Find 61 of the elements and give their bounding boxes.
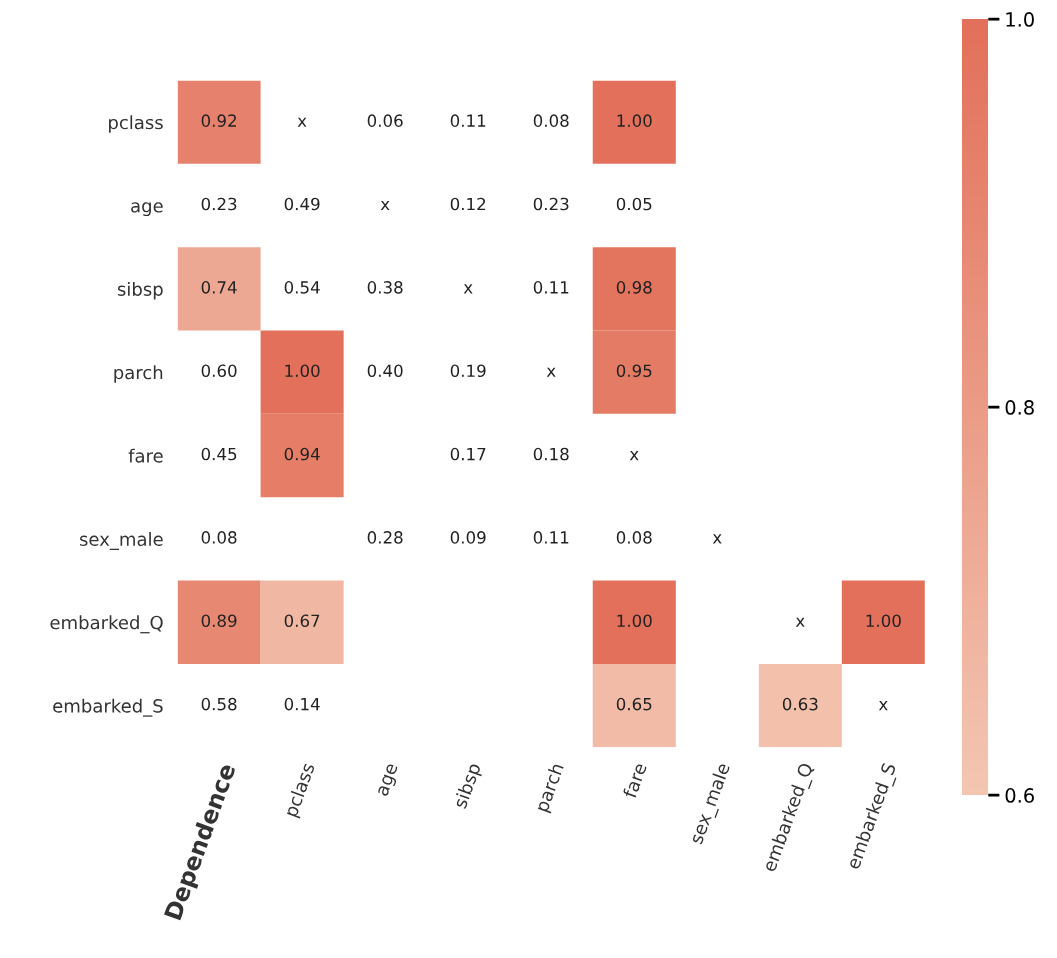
x-tick-label: parch — [534, 762, 568, 814]
text: 0.12 — [450, 197, 486, 211]
y-tick-label: parch — [114, 365, 163, 383]
data-label: 0.89 — [201, 614, 237, 628]
text: 0.05 — [616, 197, 652, 211]
y-tick-label: sibsp — [117, 281, 163, 300]
text: 0.11 — [450, 114, 486, 127]
text: 0.08 — [201, 531, 237, 544]
text: 0.11 — [533, 531, 569, 544]
text: 0.28 — [367, 531, 403, 544]
text: 0.19 — [450, 364, 486, 378]
x-tick-label: sibsp — [452, 762, 485, 811]
data-label: 0.98 — [616, 281, 652, 294]
text: 0.38 — [367, 281, 403, 294]
text: 0.45 — [201, 447, 237, 461]
text: 0.60 — [201, 364, 237, 378]
color-bar-label: 0.6 — [1005, 788, 1034, 803]
data-label: 1.00 — [285, 364, 320, 378]
text: 0.58 — [201, 697, 237, 711]
text: 0.49 — [284, 197, 320, 211]
text: 0.40 — [367, 364, 403, 378]
y-tick-label: pclass — [109, 115, 163, 133]
x-tick-label: fare — [622, 762, 648, 799]
x-tick-label: age — [377, 763, 402, 798]
text: x — [546, 367, 556, 377]
data-label: 0.65 — [616, 697, 652, 711]
data-label: 1.00 — [617, 114, 652, 127]
text: x — [380, 200, 390, 211]
text: 0.08 — [616, 531, 652, 544]
text: x — [795, 617, 805, 627]
y-tick-label: sex_male — [79, 532, 163, 550]
data-label: 0.63 — [782, 697, 818, 711]
data-label: 0.74 — [201, 281, 237, 294]
data-label: 1.00 — [866, 614, 901, 628]
text: x — [297, 117, 307, 127]
text: 0.17 — [450, 447, 486, 461]
y-tick-label: age — [131, 202, 163, 217]
y-tick-label: embarked_Q — [50, 615, 163, 634]
text: 0.06 — [367, 114, 403, 127]
text: 0.23 — [201, 197, 237, 211]
y-tick-label: fare — [128, 448, 163, 463]
text: 0.11 — [533, 281, 569, 294]
x-tick-label: pclass — [283, 761, 319, 819]
data-label: 0.95 — [616, 364, 652, 378]
text: x — [712, 534, 722, 544]
data-label: 0.94 — [284, 447, 320, 461]
color-bar-label: 0.8 — [1005, 400, 1034, 415]
text: 0.14 — [284, 697, 320, 711]
text: x — [629, 451, 639, 461]
text: x — [878, 701, 888, 711]
text: x — [463, 284, 473, 294]
y-tick-label: embarked_S — [53, 698, 163, 717]
text: 0.08 — [533, 114, 569, 127]
text: 0.18 — [533, 447, 569, 461]
color-bar-label: 1.0 — [1006, 12, 1034, 27]
text: 0.54 — [284, 281, 320, 294]
data-label: 0.92 — [201, 114, 236, 127]
data-label: 1.00 — [617, 614, 652, 628]
text: 0.23 — [533, 197, 569, 211]
data-label: 0.67 — [284, 614, 320, 628]
text: 0.09 — [450, 531, 486, 544]
